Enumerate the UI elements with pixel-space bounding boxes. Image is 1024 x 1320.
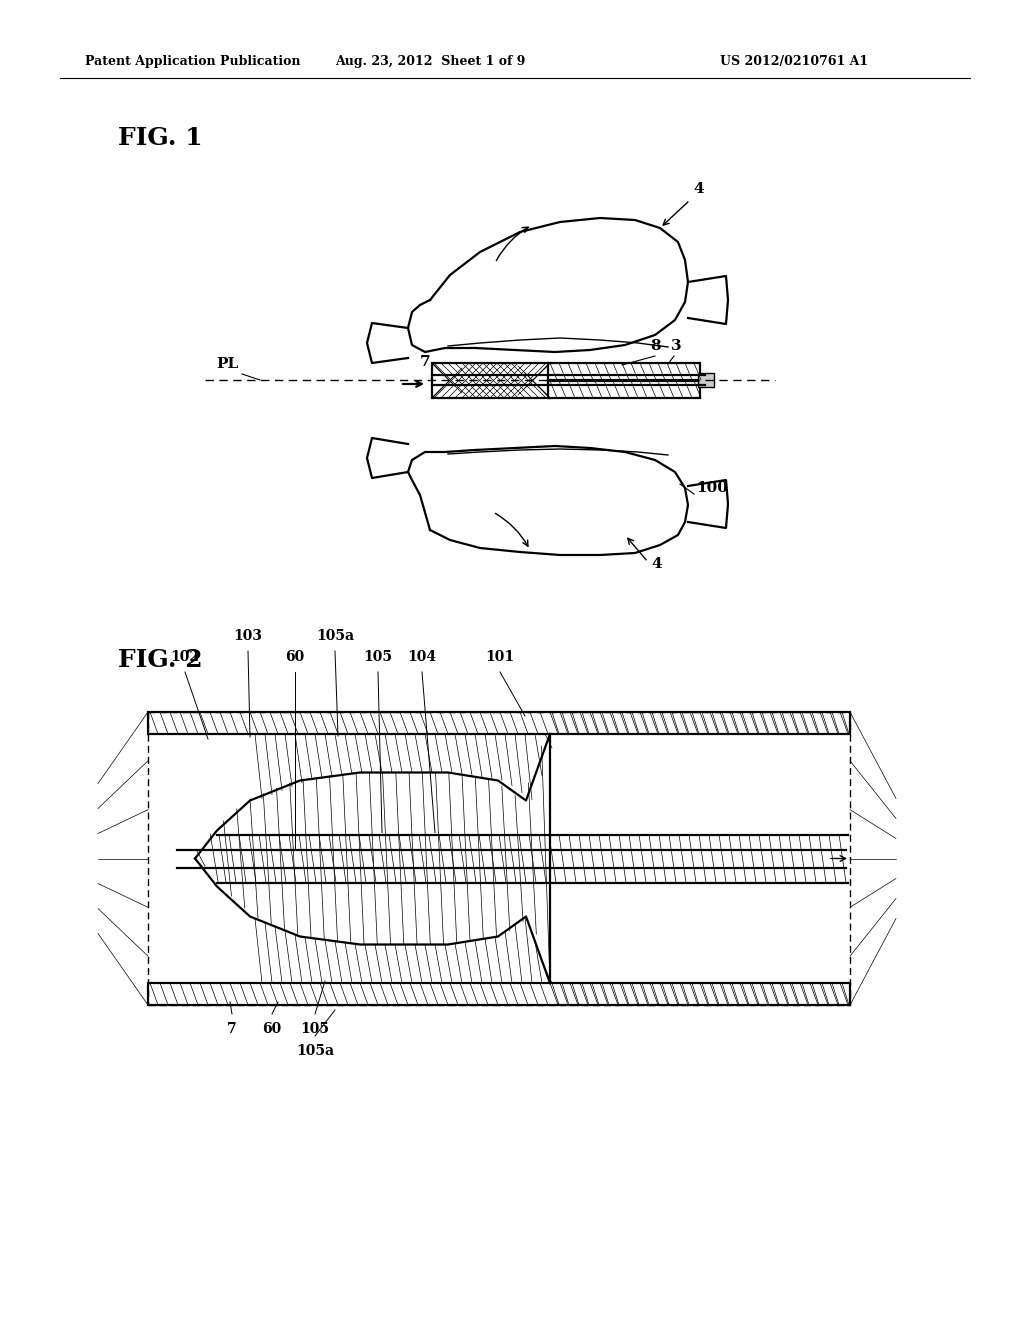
- Text: FIG. 2: FIG. 2: [118, 648, 203, 672]
- Text: 7: 7: [420, 355, 431, 370]
- Text: 3: 3: [671, 339, 682, 352]
- Bar: [148, 983, 850, 1005]
- Text: 7: 7: [227, 1022, 237, 1036]
- Bar: [432, 363, 550, 399]
- Text: 101: 101: [485, 649, 515, 664]
- Bar: [148, 711, 850, 734]
- Text: 105a: 105a: [296, 1044, 334, 1059]
- Text: US 2012/0210761 A1: US 2012/0210761 A1: [720, 55, 868, 69]
- Text: Aug. 23, 2012  Sheet 1 of 9: Aug. 23, 2012 Sheet 1 of 9: [335, 55, 525, 69]
- Text: 105a: 105a: [316, 630, 354, 643]
- Text: Patent Application Publication: Patent Application Publication: [85, 55, 300, 69]
- Text: 105: 105: [300, 1022, 330, 1036]
- Bar: [698, 374, 714, 387]
- Text: 103: 103: [233, 630, 262, 643]
- Bar: [548, 381, 700, 399]
- Text: FIG. 1: FIG. 1: [118, 125, 203, 150]
- Text: 105: 105: [364, 649, 392, 664]
- Text: PL: PL: [216, 356, 239, 371]
- Text: 4: 4: [651, 557, 662, 572]
- Text: 8: 8: [650, 339, 660, 352]
- Text: 4: 4: [693, 182, 703, 195]
- Text: 102: 102: [171, 649, 200, 664]
- Bar: [548, 363, 700, 380]
- Text: 60: 60: [286, 649, 304, 664]
- Text: 60: 60: [262, 1022, 282, 1036]
- Text: 104: 104: [408, 649, 436, 664]
- Text: 100: 100: [696, 480, 728, 495]
